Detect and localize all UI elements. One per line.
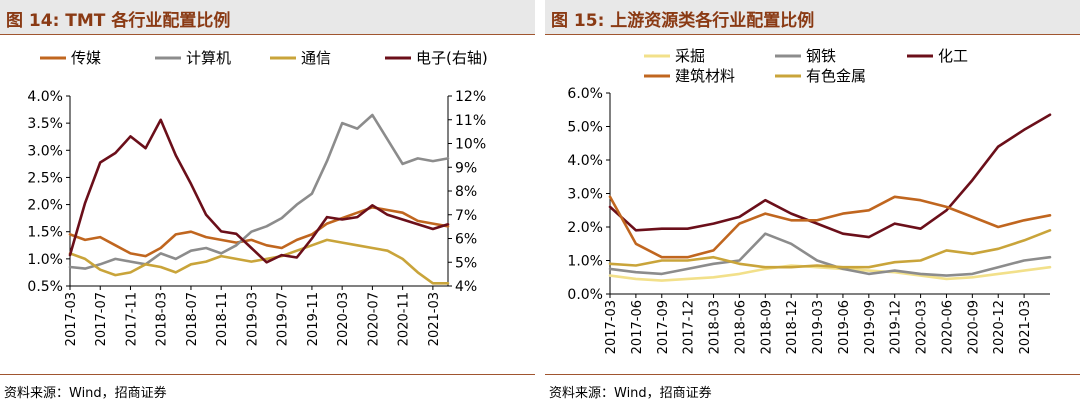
- series-line: [608, 232, 1052, 277]
- x-tick-label: 2017-07: [94, 292, 109, 346]
- x-tick-label: 2020-11: [397, 292, 412, 346]
- legend-label: 计算机: [186, 49, 231, 67]
- y-tick-label: 2.0%: [567, 220, 603, 236]
- y2-tick-label: 9%: [455, 160, 477, 176]
- x-tick-label: 2020-07: [366, 292, 381, 346]
- x-tick-label: 2019-03: [811, 300, 826, 354]
- y-tick-label: 1.5%: [27, 225, 63, 241]
- x-tick-label: 2017-03: [604, 300, 619, 354]
- x-tick-label: 2020-03: [915, 300, 930, 354]
- x-tick-label: 2021-03: [1018, 300, 1033, 354]
- legend-label: 传媒: [71, 49, 101, 67]
- source-divider: [545, 374, 1080, 375]
- legend-label: 电子(右轴): [416, 49, 488, 67]
- y2-tick-label: 8%: [455, 184, 477, 200]
- legend-label: 建筑材料: [675, 67, 735, 85]
- x-tick-label: 2020-03: [336, 292, 351, 346]
- legend-label: 通信: [301, 49, 331, 67]
- x-tick-label: 2018-03: [155, 292, 170, 346]
- chart-title: 图 14: TMT 各行业配置比例: [6, 11, 231, 31]
- upstream-line-chart: 0.0% 1.0% 2.0% 3.0% 4.0% 5.0% 6.0% 2017-03 2017-…: [567, 47, 1052, 354]
- source-note: 资料来源：Wind，招商证券: [4, 386, 167, 401]
- legend-label: 钢铁: [806, 47, 836, 65]
- x-tick-label: 2020-09: [966, 300, 981, 354]
- y-tick-label: 6.0%: [567, 86, 603, 102]
- legend-label: 采掘: [675, 47, 705, 65]
- y-tick-label: 4.0%: [27, 89, 63, 105]
- series-line: [68, 118, 450, 264]
- x-tick-label: 2017-06: [630, 300, 645, 354]
- x-tick-label: 2019-11: [306, 292, 321, 346]
- source-note: 资料来源：Wind，招商证券: [549, 386, 712, 401]
- y-tick-label: 2.0%: [27, 198, 63, 214]
- y2-tick-label: 10%: [455, 137, 486, 153]
- x-tick-label: 2018-11: [215, 292, 230, 346]
- x-tick-label: 2018-07: [185, 292, 200, 346]
- series-line: [68, 238, 450, 285]
- y-tick-label: 3.5%: [27, 116, 63, 132]
- upstream-chart-panel: 图 15: 上游资源类各行业配置比例 0.0% 1.0% 2.0% 3.0% 4.0% 5…: [545, 0, 1080, 408]
- y2-tick-label: 4%: [455, 279, 477, 295]
- y2-tick-label: 6%: [455, 232, 477, 248]
- legend-label: 有色金属: [806, 67, 866, 85]
- legend-label: 化工: [938, 47, 968, 65]
- series-line: [608, 113, 1052, 239]
- tmt-line-chart: 0.5% 1.0% 1.5% 2.0% 2.5% 3.0% 3.5% 4.0% 4% 5% 6% 7%…: [27, 49, 488, 346]
- x-tick-label: 2017-12: [682, 300, 697, 354]
- x-tick-label: 2019-07: [276, 292, 291, 346]
- y-tick-label: 2.5%: [27, 170, 63, 186]
- x-tick-label: 2018-03: [708, 300, 723, 354]
- y-tick-label: 5.0%: [567, 120, 603, 136]
- y2-tick-label: 7%: [455, 208, 477, 224]
- series-line: [68, 113, 450, 270]
- x-tick-label: 2019-06: [837, 300, 852, 354]
- source-divider: [0, 374, 535, 375]
- x-tick-label: 2017-03: [64, 292, 79, 346]
- y-tick-label: 4.0%: [567, 153, 603, 169]
- chart-title-bar: 图 15: 上游资源类各行业配置比例: [545, 0, 1080, 35]
- chart-title: 图 15: 上游资源类各行业配置比例: [551, 11, 815, 31]
- x-tick-label: 2021-03: [427, 292, 442, 346]
- y2-tick-label: 11%: [455, 113, 486, 129]
- x-tick-label: 2018-12: [785, 300, 800, 354]
- y-tick-label: 0.5%: [27, 279, 63, 295]
- y2-tick-label: 12%: [455, 89, 486, 105]
- y-tick-label: 0.0%: [567, 287, 603, 303]
- x-tick-label: 2019-09: [863, 300, 878, 354]
- x-tick-label: 2018-09: [759, 300, 774, 354]
- x-tick-label: 2019-12: [889, 300, 904, 354]
- tmt-chart-panel: 图 14: TMT 各行业配置比例 0.5% 1.0% 1.5% 2.0% 2.5% 3.…: [0, 0, 535, 408]
- y-tick-label: 3.0%: [567, 187, 603, 203]
- series-line: [608, 195, 1052, 259]
- x-tick-label: 2018-06: [733, 300, 748, 354]
- x-tick-label: 2017-09: [656, 300, 671, 354]
- series-line: [608, 229, 1052, 269]
- series-line: [608, 264, 1052, 282]
- x-tick-label: 2020-06: [940, 300, 955, 354]
- x-tick-label: 2017-11: [124, 292, 139, 346]
- y-tick-label: 1.0%: [27, 252, 63, 268]
- y-tick-label: 3.0%: [27, 143, 63, 159]
- y-tick-label: 1.0%: [567, 254, 603, 270]
- x-tick-label: 2019-03: [245, 292, 260, 346]
- series-line: [68, 206, 450, 258]
- y2-tick-label: 5%: [455, 255, 477, 271]
- x-tick-label: 2020-12: [992, 300, 1007, 354]
- chart-title-bar: 图 14: TMT 各行业配置比例: [0, 0, 535, 35]
